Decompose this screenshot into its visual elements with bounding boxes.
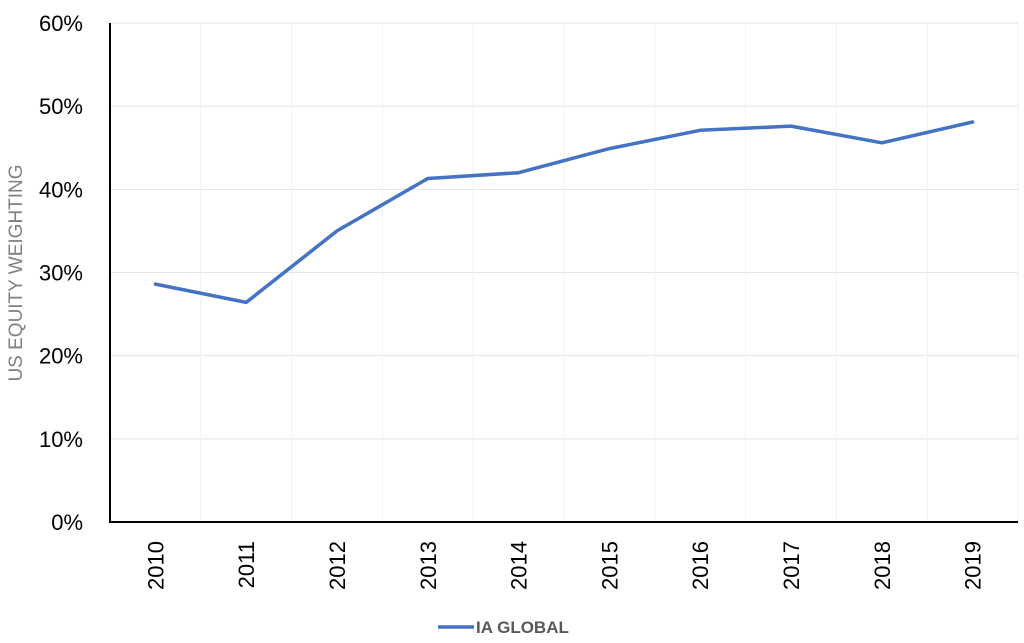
y-tick-label: 30% [39, 261, 83, 286]
y-tick-labels: 0% 10% 20% 30% 40% 50% 60% [39, 11, 83, 535]
x-tick-label: 2015 [597, 541, 622, 590]
data-point [698, 128, 702, 132]
gridlines [110, 22, 1019, 522]
data-point [517, 171, 521, 175]
data-point [335, 229, 339, 233]
data-point [244, 300, 248, 304]
x-tick-label: 2019 [961, 541, 986, 590]
legend: IA GLOBAL [438, 618, 569, 637]
x-tick-label: 2013 [416, 541, 441, 590]
data-point [971, 120, 975, 124]
x-tick-labels: 2010 2011 2012 2013 2014 2015 2016 2017 2018 2019 [143, 541, 985, 590]
x-tick-label: 2010 [143, 541, 168, 590]
y-axis-label: US EQUITY WEIGHTING [6, 164, 27, 381]
x-tick-label: 2014 [507, 541, 532, 590]
x-tick-label: 2018 [870, 541, 895, 590]
data-point [607, 147, 611, 151]
data-point [880, 141, 884, 145]
y-tick-label: 10% [39, 427, 83, 452]
x-tick-label: 2012 [325, 541, 350, 590]
y-tick-label: 20% [39, 344, 83, 369]
y-tick-label: 50% [39, 94, 83, 119]
x-tick-label: 2011 [234, 541, 259, 588]
series-line [153, 120, 975, 305]
x-tick-label: 2016 [688, 541, 713, 590]
axes [109, 23, 1018, 523]
y-tick-label: 60% [39, 11, 83, 36]
legend-label: IA GLOBAL [476, 618, 569, 637]
data-point [153, 282, 157, 286]
series-group [153, 120, 975, 305]
y-tick-label: 0% [51, 510, 83, 535]
data-point [426, 177, 430, 181]
data-point [789, 124, 793, 128]
y-tick-label: 40% [39, 177, 83, 202]
x-tick-label: 2017 [779, 541, 804, 590]
